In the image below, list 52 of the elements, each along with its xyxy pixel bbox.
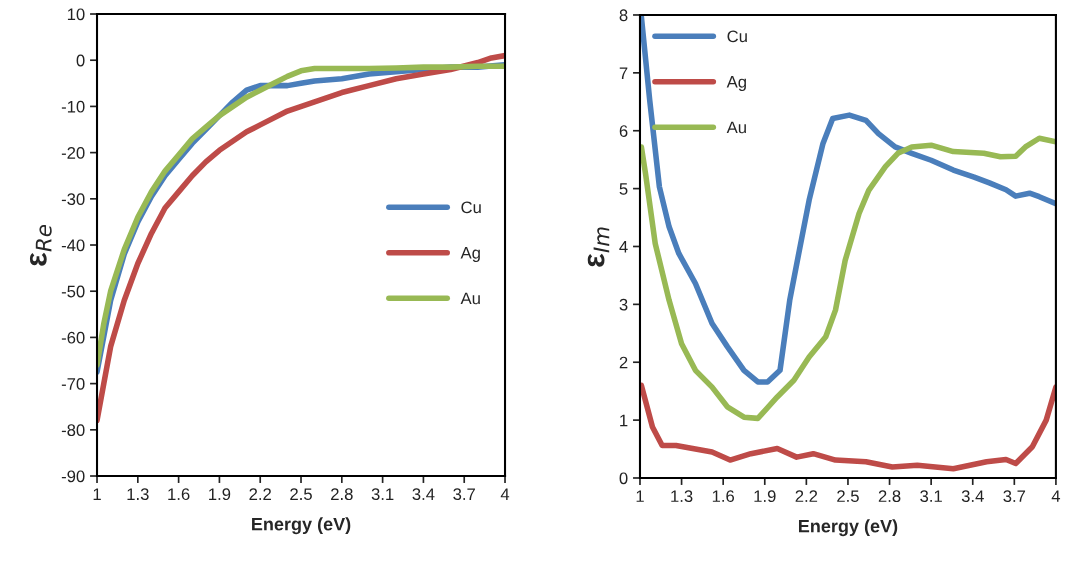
y-tick-label: 6 (619, 125, 628, 137)
x-axis-title: Energy (eV) (798, 519, 898, 537)
y-tick-label: 3 (619, 298, 628, 311)
y-tick-label: -70 (61, 378, 85, 390)
x-tick-label: 1.9 (209, 488, 231, 501)
legend-label: Cu (727, 30, 747, 43)
y-tick-label: -60 (61, 331, 85, 344)
x-tick-label: 1 (636, 490, 644, 502)
y-tick-label: -40 (61, 239, 85, 252)
y-tick-label: 5 (619, 183, 628, 195)
x-tick-label: 1.6 (168, 488, 190, 501)
legend-label: Ag (726, 76, 746, 92)
x-tick-label: 4 (500, 488, 510, 500)
x-tick-label: 1.6 (712, 490, 735, 503)
x-tick-label: 1.9 (754, 490, 776, 503)
x-tick-label: 3.1 (920, 490, 942, 503)
y-tick-label: 2 (619, 356, 628, 369)
x-tick-label: 2.5 (837, 490, 859, 503)
legend-label: Ag (460, 247, 480, 263)
y-tick-label: -90 (61, 470, 85, 483)
y-tick-label: 0 (619, 472, 628, 485)
y-tick-label: -80 (61, 424, 85, 437)
x-tick-label: 2.8 (331, 488, 353, 501)
x-tick-label: 2.5 (290, 488, 312, 501)
y-tick-label: 4 (619, 241, 628, 253)
x-tick-label: 3.7 (453, 488, 475, 501)
x-axis-title: Energy (eV) (252, 517, 351, 535)
y-tick-label: 7 (619, 67, 628, 79)
x-tick-label: 3.4 (961, 490, 984, 503)
y-tick-label: -10 (61, 100, 85, 113)
y-tick-label: 10 (67, 8, 85, 21)
legend-label: Au (726, 121, 746, 134)
x-tick-label: 2.8 (878, 490, 901, 503)
y-axis-title: ε$_{Re}$ (29, 225, 52, 266)
legend-label: Cu (461, 201, 481, 214)
y-tick-label: 1 (620, 414, 628, 427)
x-tick-label: 1 (93, 488, 101, 500)
x-tick-label: 2.2 (249, 488, 271, 500)
legend-label: Au (460, 292, 480, 305)
y-axis-title: ε$_{Im}$ (587, 227, 610, 267)
y-tick-label: 8 (619, 9, 628, 22)
y-tick-label: -30 (61, 193, 85, 206)
x-tick-label: 4 (1051, 490, 1061, 502)
x-tick-label: 3.4 (412, 488, 435, 501)
y-tick-label: -20 (61, 147, 85, 159)
x-tick-label: 2.2 (795, 490, 818, 502)
x-tick-label: 1.3 (127, 488, 149, 501)
x-tick-label: 1.3 (671, 490, 693, 503)
x-tick-label: 3.7 (1003, 490, 1026, 503)
y-tick-label: 0 (76, 54, 85, 67)
y-tick-label: -50 (61, 285, 85, 298)
x-tick-label: 3.1 (371, 488, 394, 501)
